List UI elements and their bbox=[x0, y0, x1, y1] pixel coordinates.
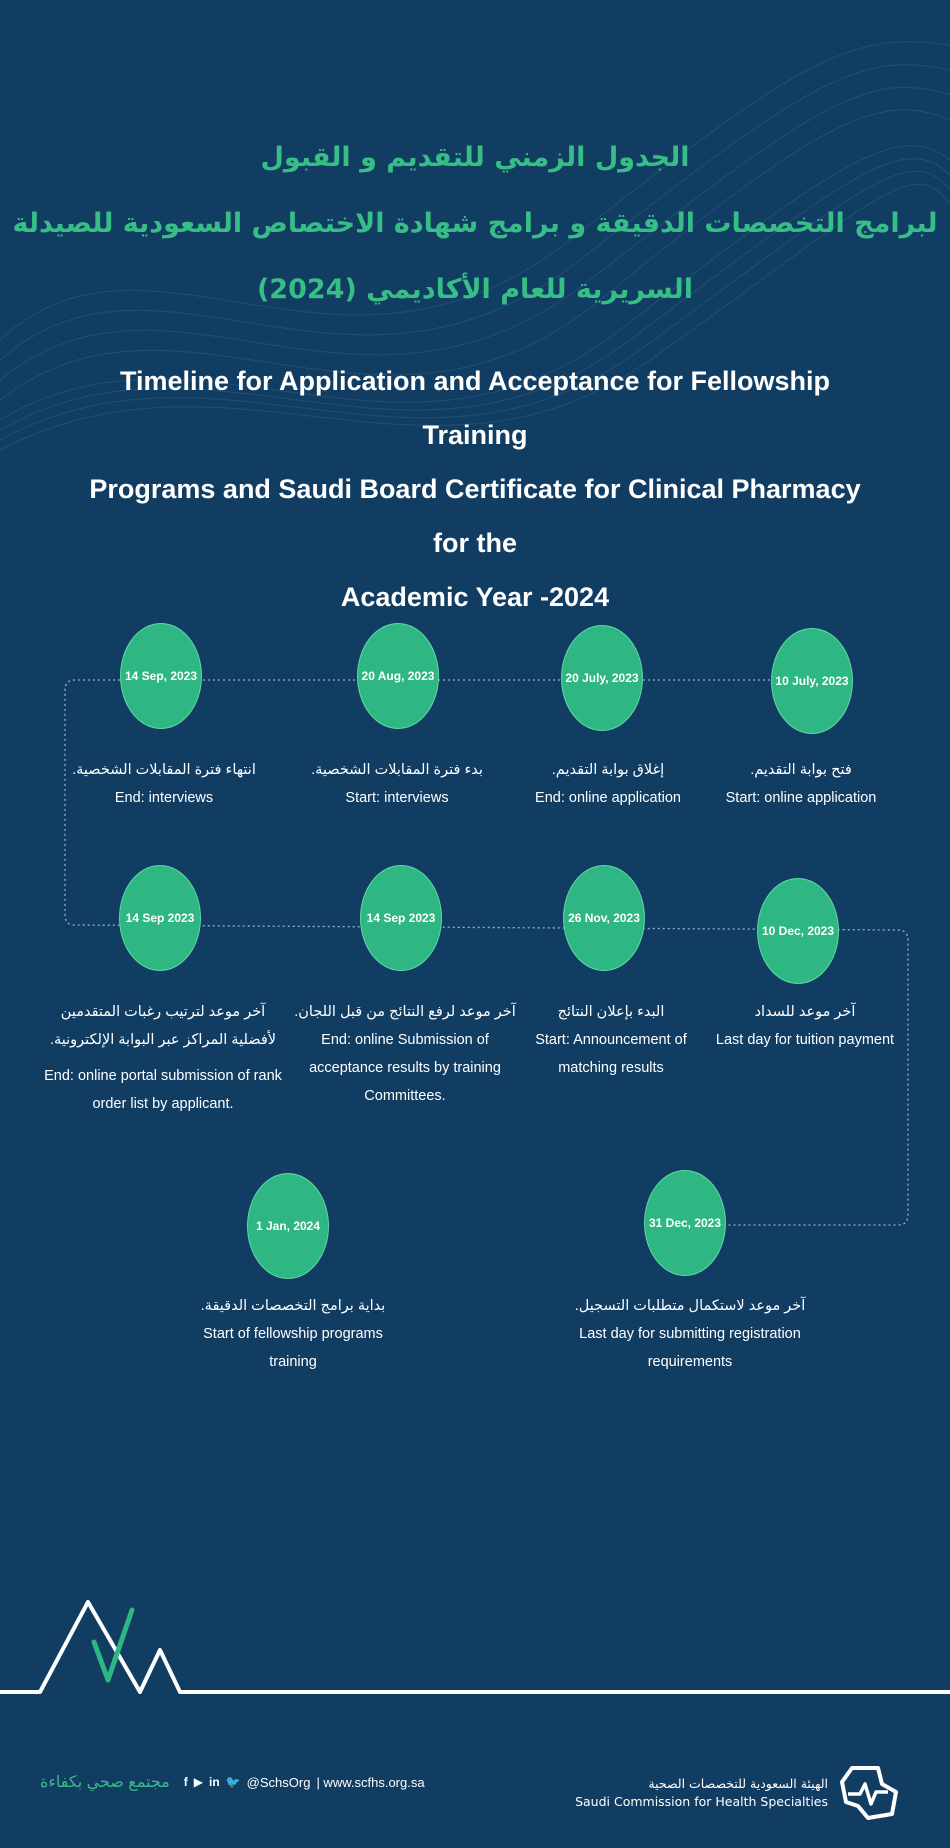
scfhs-logo-icon bbox=[840, 1766, 898, 1820]
timeline-date-circle: 20 Aug, 2023 bbox=[357, 623, 439, 729]
arabic-title-line-3: السريرية للعام الأكاديمي (2024) bbox=[256, 274, 694, 305]
timeline-date-circle: 10 Dec, 2023 bbox=[757, 878, 839, 984]
timeline-date-circle: 20 July, 2023 bbox=[561, 625, 643, 731]
timeline-label-ar: فتح بوابة التقديم. bbox=[750, 762, 852, 778]
timeline-label-en: Last day for tuition payment bbox=[715, 1032, 895, 1048]
footer-handle[interactable]: @SchsOrg bbox=[246, 1774, 311, 1790]
timeline-label-ar: بدء فترة المقابلات الشخصية. bbox=[311, 762, 483, 778]
facebook-icon[interactable]: f bbox=[183, 1775, 188, 1789]
english-title: Timeline for Application and Acceptance … bbox=[80, 354, 870, 624]
timeline-label-ar: آخر موعد لترتيب رغبات المتقدمين لأفضلية … bbox=[49, 1004, 277, 1048]
timeline-label: بداية برامج التخصصات الدقيقة. Start of f… bbox=[188, 1292, 398, 1376]
timeline-label: آخر موعد للسداد Last day for tuition pay… bbox=[690, 998, 920, 1054]
timeline-label-en: Start: Announcement of matching results bbox=[535, 1032, 687, 1076]
background-waves bbox=[0, 41, 950, 451]
organization-name-ar: الهيئة السعودية للتخصصات الصحية bbox=[648, 1776, 828, 1791]
timeline-label-ar: البدء بإعلان النتائج bbox=[557, 1004, 665, 1020]
timeline-date-circle: 14 Sep, 2023 bbox=[120, 623, 202, 729]
arabic-title-line-2: لبرامج التخصصات الدقيقة و برامج شهادة ال… bbox=[12, 208, 938, 239]
footer-slogan: مجتمع صحي بكفاءة bbox=[40, 1774, 170, 1791]
timeline-label-ar: آخر موعد لاستكمال متطلبات التسجيل. bbox=[574, 1298, 806, 1314]
timeline-label-en: End: interviews bbox=[114, 790, 214, 806]
timeline-label-ar: بداية برامج التخصصات الدقيقة. bbox=[200, 1298, 386, 1314]
timeline-label-en: Last day for submitting registration req… bbox=[579, 1326, 801, 1370]
twitter-icon[interactable]: 🐦 bbox=[225, 1775, 241, 1789]
english-title-line-2: Programs and Saudi Board Certificate for… bbox=[89, 474, 861, 558]
english-title-line-1: Timeline for Application and Acceptance … bbox=[119, 366, 831, 450]
footer-social: مجتمع صحي بكفاءة f ▶ in 🐦 @SchsOrg | www… bbox=[40, 1772, 425, 1792]
timeline-label: آخر موعد لاستكمال متطلبات التسجيل. Last … bbox=[565, 1292, 815, 1376]
timeline-label-en: Start of fellowship programs training bbox=[203, 1326, 383, 1370]
timeline-label-en: Start: interviews bbox=[345, 790, 449, 806]
youtube-icon[interactable]: ▶ bbox=[193, 1775, 204, 1789]
footer-website[interactable]: | www.scfhs.org.sa bbox=[316, 1774, 425, 1790]
timeline-date-circle: 31 Dec, 2023 bbox=[644, 1170, 726, 1276]
timeline-date-circle: 10 July, 2023 bbox=[771, 628, 853, 734]
timeline-label: بدء فترة المقابلات الشخصية. Start: inter… bbox=[282, 756, 512, 812]
pulse-line-graphic bbox=[0, 1600, 950, 1694]
timeline-label: انتهاء فترة المقابلات الشخصية. End: inte… bbox=[49, 756, 279, 812]
timeline-label-ar: آخر موعد للسداد bbox=[754, 1004, 856, 1020]
timeline-label: آخر موعد لرفع النتائج من قبل اللجان. End… bbox=[290, 998, 520, 1110]
timeline-label: فتح بوابة التقديم. Start: online applica… bbox=[686, 756, 916, 812]
timeline-label: آخر موعد لترتيب رغبات المتقدمين لأفضلية … bbox=[38, 998, 288, 1118]
timeline-label-ar: آخر موعد لرفع النتائج من قبل اللجان. bbox=[294, 1004, 516, 1020]
arabic-title-line-1: الجدول الزمني للتقديم و القبول bbox=[260, 142, 690, 173]
timeline-label-en: Start: online application bbox=[725, 790, 877, 806]
organization-name-en: Saudi Commission for Health Specialties bbox=[575, 1794, 828, 1809]
timeline-label-en: End: online portal submission of rank or… bbox=[44, 1068, 282, 1112]
timeline-label-en: End: online Submission of acceptance res… bbox=[309, 1032, 501, 1104]
footer-organization: الهيئة السعودية للتخصصات الصحية Saudi Co… bbox=[575, 1762, 900, 1824]
timeline-date-circle: 14 Sep 2023 bbox=[119, 865, 201, 971]
timeline-date-circle: 14 Sep 2023 bbox=[360, 865, 442, 971]
timeline-label: البدء بإعلان النتائج Start: Announcement… bbox=[516, 998, 706, 1082]
linkedin-icon[interactable]: in bbox=[209, 1775, 220, 1789]
english-title-line-3: Academic Year -2024 bbox=[340, 582, 610, 612]
timeline-label-ar: إغلاق بوابة التقديم. bbox=[551, 762, 665, 778]
timeline-date-circle: 1 Jan, 2024 bbox=[247, 1173, 329, 1279]
timeline-label-en: End: online application bbox=[535, 790, 681, 806]
timeline-label-ar: انتهاء فترة المقابلات الشخصية. bbox=[72, 762, 256, 778]
timeline-label: إغلاق بوابة التقديم. End: online applica… bbox=[493, 756, 723, 812]
timeline-date-circle: 26 Nov, 2023 bbox=[563, 865, 645, 971]
